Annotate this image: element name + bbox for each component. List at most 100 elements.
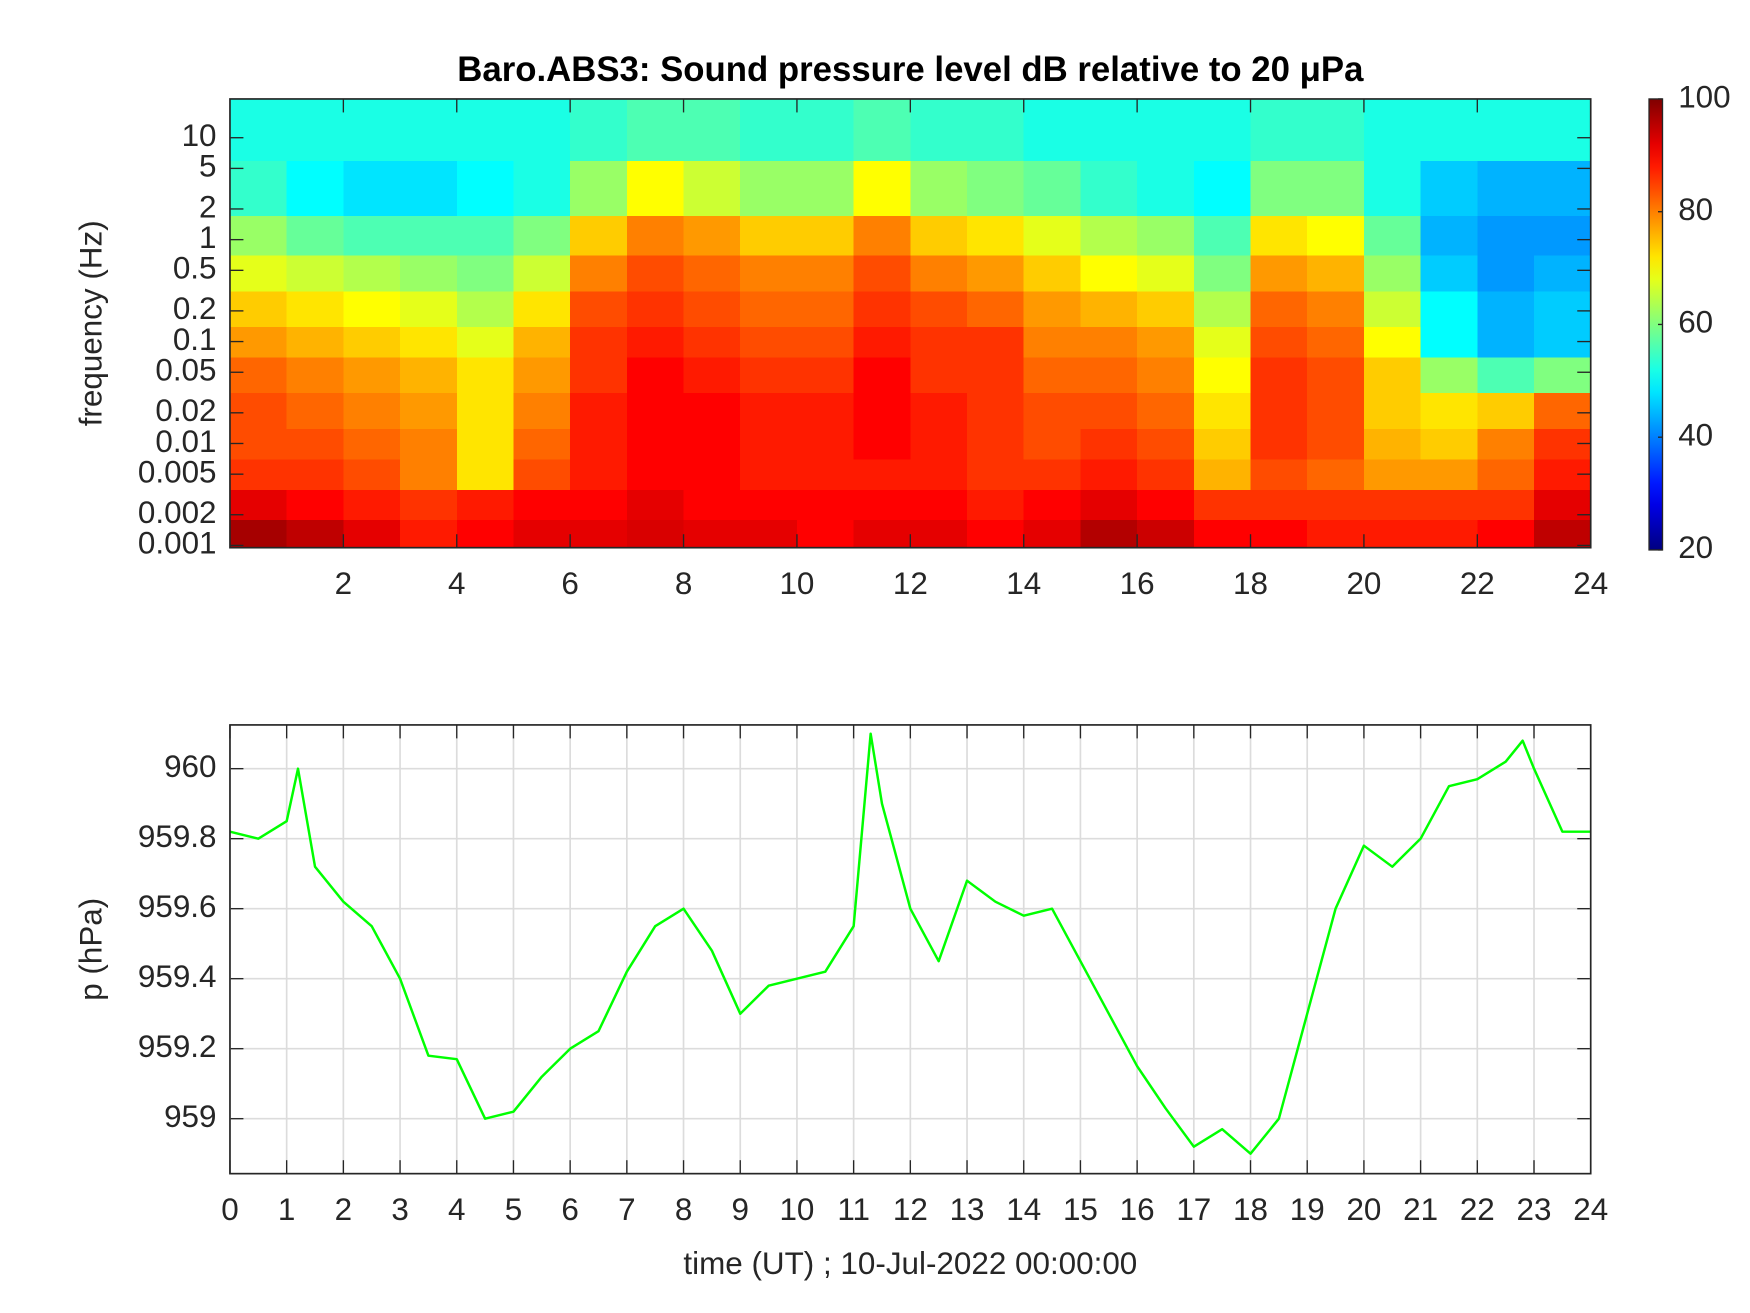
heat-cell (1534, 392, 1592, 429)
heat-cell (1534, 356, 1592, 394)
heat-cell (683, 458, 741, 491)
heat-cell (570, 290, 628, 327)
heat-cell (513, 215, 571, 256)
heat-cell (570, 160, 628, 217)
heat-cell (1137, 458, 1195, 491)
heat-cell (1023, 98, 1082, 162)
heat-cell (796, 98, 855, 162)
heat-cell (740, 392, 798, 429)
heat-cell (967, 392, 1025, 429)
heat-cell (1420, 215, 1478, 256)
heat-cell (1137, 392, 1195, 429)
heat-cell (796, 215, 855, 256)
y-tick-label: 0.05 (155, 353, 216, 388)
heat-cell (1363, 290, 1422, 327)
heat-cell (229, 215, 288, 256)
heat-cell (683, 519, 741, 549)
heat-cell (286, 290, 345, 327)
heat-cell (626, 290, 685, 327)
heat-cell (1477, 392, 1535, 429)
heat-cell (910, 356, 968, 394)
heat-cell (1137, 326, 1195, 358)
heat-cell (513, 98, 571, 162)
heat-cell (513, 489, 571, 521)
x-tick-label: 18 (1233, 566, 1268, 601)
x-tick-label: 2 (335, 566, 352, 601)
heat-cell (967, 326, 1025, 358)
heat-cell (1363, 98, 1422, 162)
heat-cell (853, 489, 912, 521)
heat-cell (400, 254, 458, 292)
x-tick-label: 16 (1120, 566, 1155, 601)
heat-cell (1080, 392, 1138, 429)
heat-cell (456, 458, 515, 491)
heat-cell (1477, 290, 1535, 327)
x-tick-label: 13 (950, 1192, 985, 1227)
heat-cell (513, 160, 571, 217)
heat-cell (1080, 290, 1138, 327)
heat-cell (796, 326, 855, 358)
heat-cell (1307, 392, 1365, 429)
x-tick-label: 24 (1573, 566, 1608, 601)
heat-cell (1307, 489, 1365, 521)
chart-title: Baro.ABS3: Sound pressure level dB relat… (457, 51, 1364, 89)
heat-cell (400, 428, 458, 460)
heat-cell (1080, 458, 1138, 491)
heat-cell (229, 489, 288, 521)
heat-cell (626, 392, 685, 429)
heat-cell (400, 489, 458, 521)
heat-cell (1420, 160, 1478, 217)
heat-cell (1534, 254, 1592, 292)
y-axis-label: p (hPa) (73, 898, 108, 1001)
heat-cell (456, 215, 515, 256)
y-tick-label: 1 (199, 220, 216, 255)
heat-cell (1193, 98, 1252, 162)
heat-cell (1080, 254, 1138, 292)
heat-cell (1363, 215, 1422, 256)
heat-cell (343, 428, 401, 460)
heat-cell (1477, 428, 1535, 460)
heat-cell (286, 519, 345, 549)
y-tick-label: 0.01 (155, 424, 216, 459)
heat-cell (1193, 356, 1252, 394)
x-tick-label: 5 (505, 1192, 522, 1227)
heat-cell (1477, 356, 1535, 394)
heat-cell (1137, 98, 1195, 162)
x-tick-label: 10 (779, 566, 814, 601)
heat-cell (570, 428, 628, 460)
heat-cell (1080, 98, 1138, 162)
heat-cell (853, 356, 912, 394)
heat-cell (570, 489, 628, 521)
heat-cell (1250, 519, 1308, 549)
heat-cell (1137, 356, 1195, 394)
heat-cell (910, 254, 968, 292)
heat-cell (1534, 160, 1592, 217)
x-tick-label: 8 (675, 566, 692, 601)
heat-cell (1137, 215, 1195, 256)
heat-cell (683, 356, 741, 394)
heat-cell (1080, 215, 1138, 256)
y-tick-label: 959.8 (138, 819, 217, 854)
y-tick-label: 0.2 (173, 291, 217, 326)
heat-cell (343, 519, 401, 549)
y-tick-label: 5 (199, 149, 216, 184)
heat-cell (400, 326, 458, 358)
data-line (229, 732, 1591, 1155)
heat-cell (626, 458, 685, 491)
heat-cell (1023, 392, 1082, 429)
heat-cell (1307, 458, 1365, 491)
heat-cell (1193, 254, 1252, 292)
x-tick-label: 20 (1346, 1192, 1381, 1227)
heat-cell (910, 458, 968, 491)
heat-cell (1080, 489, 1138, 521)
heat-cell (1023, 215, 1082, 256)
heat-cell (343, 98, 401, 162)
heat-cell (1193, 392, 1252, 429)
heat-cell (910, 519, 968, 549)
heat-cell (1080, 519, 1138, 549)
heat-cell (910, 326, 968, 358)
heat-cell (853, 160, 912, 217)
y-tick-label: 0.1 (173, 322, 217, 357)
heat-cell (1137, 290, 1195, 327)
colorbar-tick-label: 100 (1678, 79, 1730, 114)
